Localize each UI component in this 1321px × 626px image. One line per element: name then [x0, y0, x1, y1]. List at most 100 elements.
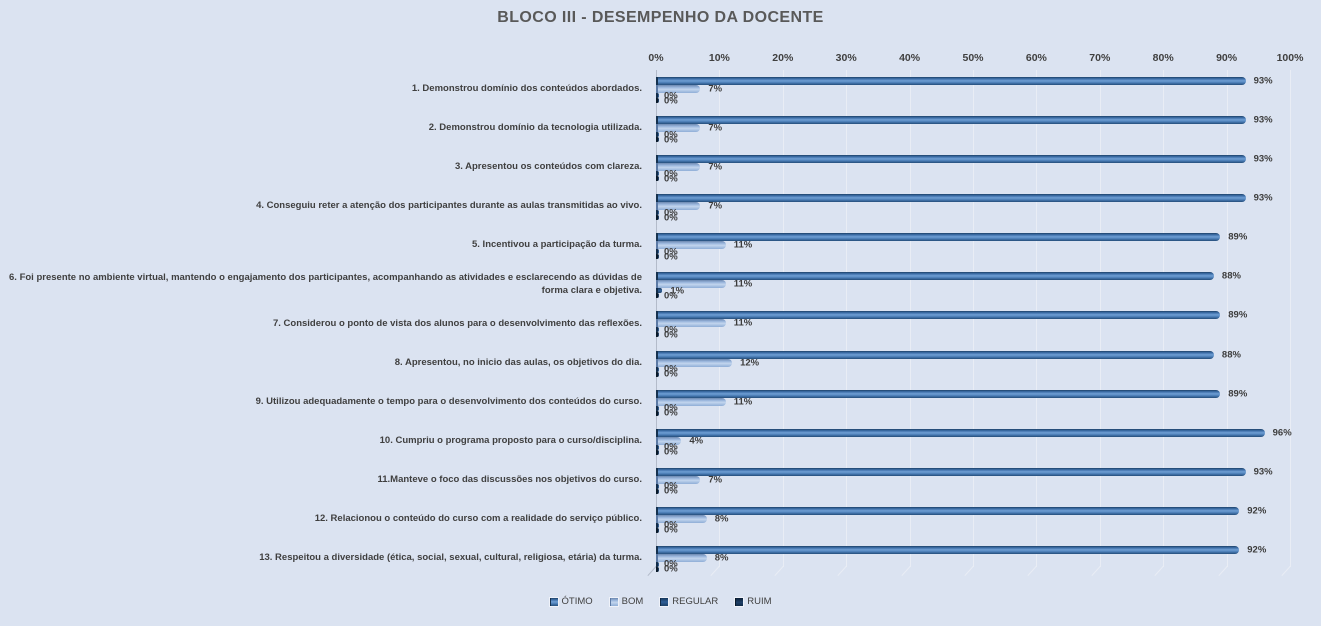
data-label: 0% [664, 290, 678, 302]
category-label: 4. Conseguiu reter a atenção dos partici… [256, 200, 642, 212]
data-label: 93% [1253, 75, 1273, 87]
bar-bom [656, 397, 726, 406]
bar-ótimo [656, 545, 1240, 554]
data-label: 1% [670, 285, 685, 297]
data-label: 0% [664, 446, 678, 458]
category-label: 11.Manteve o foco das discussões nos obj… [377, 473, 643, 485]
data-label: 0% [664, 402, 678, 414]
data-label: 0% [664, 134, 678, 146]
bar-group: 93% 7% 0% 0% [656, 70, 1290, 109]
axis-tick-label: 30% [835, 52, 857, 64]
bar-regular [656, 561, 659, 567]
bar-regular [656, 483, 659, 489]
bar-bom [656, 475, 701, 484]
axis-tick-label: 40% [899, 52, 921, 64]
bar-group: 89% 11% 0% 0% [656, 304, 1290, 343]
category-label: 2. Demonstrou domínio da tecnologia util… [428, 122, 642, 134]
data-label: 11% [733, 317, 753, 329]
bar-ótimo [656, 194, 1246, 203]
bar-ruim [656, 254, 659, 260]
data-label: 0% [664, 90, 678, 101]
data-label: 12% [740, 357, 760, 369]
gridline-vertical [1226, 70, 1228, 567]
bar-ruim [656, 215, 659, 221]
bar-group: 93% 7% 0% 0% [656, 148, 1290, 187]
data-label: 93% [1253, 192, 1273, 204]
data-label: 0% [664, 324, 678, 336]
bar-regular [656, 249, 659, 255]
bar-bom [656, 241, 726, 250]
data-label: 11% [733, 239, 753, 251]
legend-label: ÓTIMO [561, 596, 593, 607]
data-label: 0% [664, 480, 678, 492]
bar-group: 88% 11% 1% 0% [656, 265, 1290, 304]
data-label: 0% [664, 407, 678, 419]
legend-marker-ruim [735, 597, 744, 606]
legend-label: REGULAR [672, 596, 719, 607]
category-label: 6. Foi presente no ambiente virtual, man… [9, 272, 642, 296]
data-label: 8% [714, 513, 729, 525]
data-label: 0% [664, 251, 678, 263]
axis-tick-label: 0% [648, 52, 664, 64]
bar-ótimo [656, 506, 1240, 515]
legend-item-bom: BOM [609, 596, 644, 607]
bar-ruim [656, 566, 659, 572]
bar-regular [656, 171, 659, 177]
bar-ótimo [656, 77, 1246, 85]
data-label: 8% [714, 552, 729, 564]
category-label: 3. Apresentou os conteúdos com clareza. [454, 161, 642, 173]
data-label: 0% [664, 168, 678, 180]
category-label: 7. Considerou o ponto de vista dos aluno… [272, 317, 642, 329]
data-label: 11% [733, 278, 753, 290]
data-label: 0% [664, 519, 678, 531]
bar-group: 89% 11% 0% 0% [656, 383, 1290, 422]
legend-label: RUIM [747, 596, 772, 607]
legend-label: BOM [621, 596, 644, 607]
data-label: 0% [664, 129, 678, 141]
legend-marker-regular [660, 597, 669, 606]
data-label: 0% [664, 368, 678, 380]
bar-ótimo [656, 155, 1246, 164]
axis-tick-label: 50% [962, 52, 984, 64]
data-label: 0% [664, 95, 678, 106]
bar-bom [656, 358, 733, 367]
bar-ruim [656, 488, 659, 494]
axis-tick-label: 10% [708, 52, 730, 64]
data-label: 93% [1253, 153, 1273, 165]
bar-group: 93% 7% 0% 0% [656, 187, 1290, 226]
data-label: 7% [708, 474, 723, 486]
data-label: 93% [1253, 114, 1273, 126]
data-label: 0% [664, 524, 678, 536]
data-label: 96% [1272, 427, 1292, 439]
legend-marker-ótimo [549, 597, 558, 606]
bar-regular [656, 366, 659, 372]
bar-bom [656, 553, 707, 562]
bar-regular [656, 405, 659, 411]
axis-tick-label: 100% [1276, 52, 1304, 64]
axis-tick-label: 70% [1089, 52, 1111, 64]
data-label: 88% [1221, 270, 1241, 282]
category-label: 5. Incentivou a participação da turma. [472, 239, 642, 251]
bar-bom [656, 319, 726, 328]
data-label: 0% [664, 246, 678, 258]
data-label: 7% [708, 200, 723, 212]
bar-ótimo [656, 233, 1221, 242]
bar-regular [656, 210, 659, 216]
bar-ótimo [656, 467, 1246, 476]
data-label: 7% [708, 83, 723, 95]
gridline-vertical [1290, 70, 1291, 567]
data-label: 0% [664, 441, 678, 453]
data-label: 0% [664, 173, 678, 185]
bar-group: 96% 4% 0% 0% [656, 422, 1292, 461]
legend-item-regular: REGULAR [660, 596, 718, 607]
bar-ótimo [656, 350, 1214, 359]
bar-group: 88% 12% 0% 0% [656, 344, 1290, 383]
gridline: 100% [1277, 52, 1303, 578]
bar-ótimo [656, 389, 1221, 398]
bar-group: 93% 7% 0% 0% [656, 109, 1290, 148]
data-label: 4% [689, 435, 704, 447]
category-label: 13. Respeitou a diversidade (ética, soci… [259, 552, 642, 564]
chart-title: BLOCO III - DESEMPENHO DA DOCENTE [497, 9, 824, 26]
data-label: 92% [1247, 505, 1267, 517]
bar-ruim [656, 332, 659, 338]
